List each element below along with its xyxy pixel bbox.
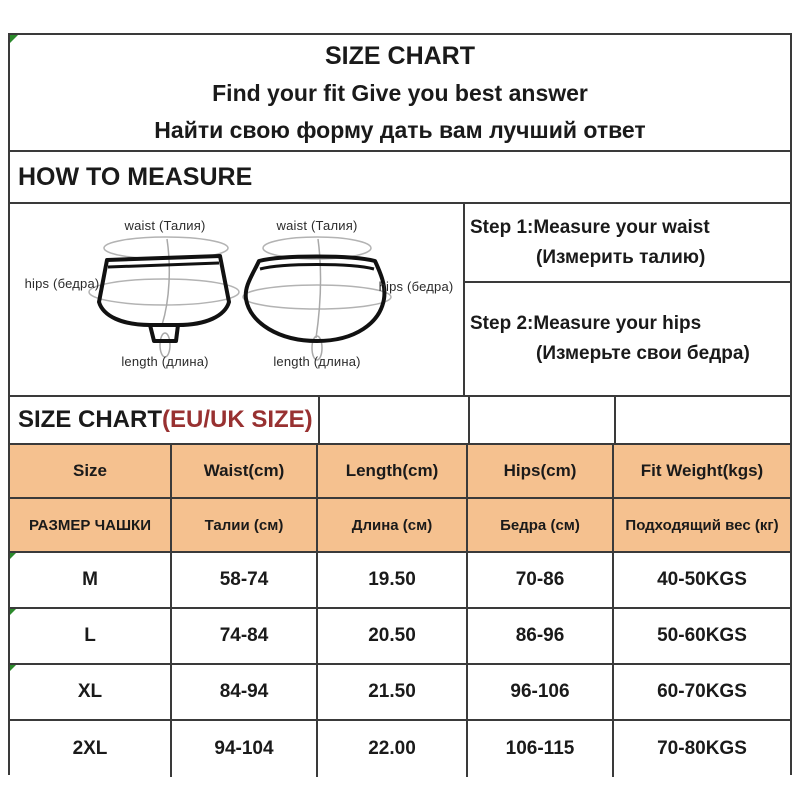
caption-red-text: (EU/UK SIZE) xyxy=(162,406,313,433)
hips-value: 70-86 xyxy=(468,553,614,607)
hips-value: 96-106 xyxy=(468,665,614,719)
title-block: SIZE CHART Find your fit Give you best a… xyxy=(10,35,790,152)
header-hips-ru: Бедра (см) xyxy=(468,499,614,551)
size-chart-caption: SIZE CHART (EU/UK SIZE) xyxy=(10,397,320,443)
waist-value: 94-104 xyxy=(172,721,318,777)
length-value: 20.50 xyxy=(318,609,468,663)
size-value: M xyxy=(10,553,172,607)
table-header-row-en: Size Waist(cm) Length(cm) Hips(cm) Fit W… xyxy=(10,445,790,499)
length-label-left: length (длина) xyxy=(121,354,209,369)
size-value: XL xyxy=(10,665,172,719)
step-1-cell: Step 1:Measure your waist (Измерить тали… xyxy=(465,204,790,283)
size-value: L xyxy=(10,609,172,663)
header-length: Length(cm) xyxy=(318,445,468,497)
caption-empty-cell-3 xyxy=(616,397,790,443)
table-header-row-ru: РАЗМЕР ЧАШКИ Талии (см) Длина (см) Бедра… xyxy=(10,499,790,553)
weight-value: 50-60KGS xyxy=(614,609,790,663)
waist-value: 84-94 xyxy=(172,665,318,719)
caption-empty-cell-1 xyxy=(320,397,470,443)
weight-value: 60-70KGS xyxy=(614,665,790,719)
length-value: 19.50 xyxy=(318,553,468,607)
step-1-text-ru: (Измерить талию) xyxy=(536,246,706,268)
subtitle-en: Find your fit Give you best answer xyxy=(212,79,588,106)
step-1-text-en: Step 1:Measure your waist xyxy=(470,216,710,238)
panties-diagram xyxy=(88,236,392,361)
header-hips: Hips(cm) xyxy=(468,445,614,497)
table-row: M 58-74 19.50 70-86 40-50KGS xyxy=(10,553,790,609)
hips-value: 86-96 xyxy=(468,609,614,663)
caption-empty-cell-2 xyxy=(470,397,616,443)
green-corner-marker xyxy=(10,35,18,43)
step-2-text-en: Step 2:Measure your hips xyxy=(470,313,702,334)
header-waist-ru: Талии (см) xyxy=(172,499,318,551)
green-corner-marker xyxy=(10,553,16,559)
step-2-text-ru: (Измерьте свои бедра) xyxy=(536,343,750,364)
caption-black-text: SIZE CHART xyxy=(18,406,162,433)
length-value: 22.00 xyxy=(318,721,468,777)
table-row: L 74-84 20.50 86-96 50-60KGS xyxy=(10,609,790,665)
weight-value: 40-50KGS xyxy=(614,553,790,607)
size-chart-caption-row: SIZE CHART (EU/UK SIZE) xyxy=(10,397,790,445)
header-size: Size xyxy=(10,445,172,497)
length-label-right: length (длина) xyxy=(273,354,361,369)
header-weight-ru: Подходящий вес (кг) xyxy=(614,499,790,551)
page-title: SIZE CHART xyxy=(325,41,475,70)
green-corner-marker xyxy=(10,609,16,615)
step-2-cell: Step 2:Measure your hips (Измерьте свои … xyxy=(465,283,790,395)
length-value: 21.50 xyxy=(318,665,468,719)
header-length-ru: Длина (см) xyxy=(318,499,468,551)
hips-value: 106-115 xyxy=(468,721,614,777)
waist-label-right: waist (Талия) xyxy=(276,218,358,233)
hips-label-right: hips (бедра) xyxy=(378,279,454,294)
size-value: 2XL xyxy=(10,721,172,777)
weight-value: 70-80KGS xyxy=(614,721,790,777)
waist-label-left: waist (Талия) xyxy=(124,218,206,233)
steps-column: Step 1:Measure your waist (Измерить тали… xyxy=(465,204,790,395)
subtitle-ru: Найти свою форму дать вам лучший ответ xyxy=(154,116,646,143)
table-row: 2XL 94-104 22.00 106-115 70-80KGS xyxy=(10,721,790,777)
how-to-measure-heading: HOW TO MEASURE xyxy=(10,152,790,204)
hips-label-left: hips (бедра) xyxy=(24,276,100,291)
header-size-ru: РАЗМЕР ЧАШКИ xyxy=(10,499,172,551)
waist-value: 58-74 xyxy=(172,553,318,607)
size-chart-sheet: SIZE CHART Find your fit Give you best a… xyxy=(8,33,792,777)
green-corner-marker xyxy=(10,665,16,671)
measurement-diagram-panel: waist (Талия) waist (Талия) hips (бедра)… xyxy=(10,204,465,395)
waist-value: 74-84 xyxy=(172,609,318,663)
header-waist: Waist(cm) xyxy=(172,445,318,497)
table-row: XL 84-94 21.50 96-106 60-70KGS xyxy=(10,665,790,721)
header-weight: Fit Weight(kgs) xyxy=(614,445,790,497)
measure-section: waist (Талия) waist (Талия) hips (бедра)… xyxy=(10,204,790,397)
